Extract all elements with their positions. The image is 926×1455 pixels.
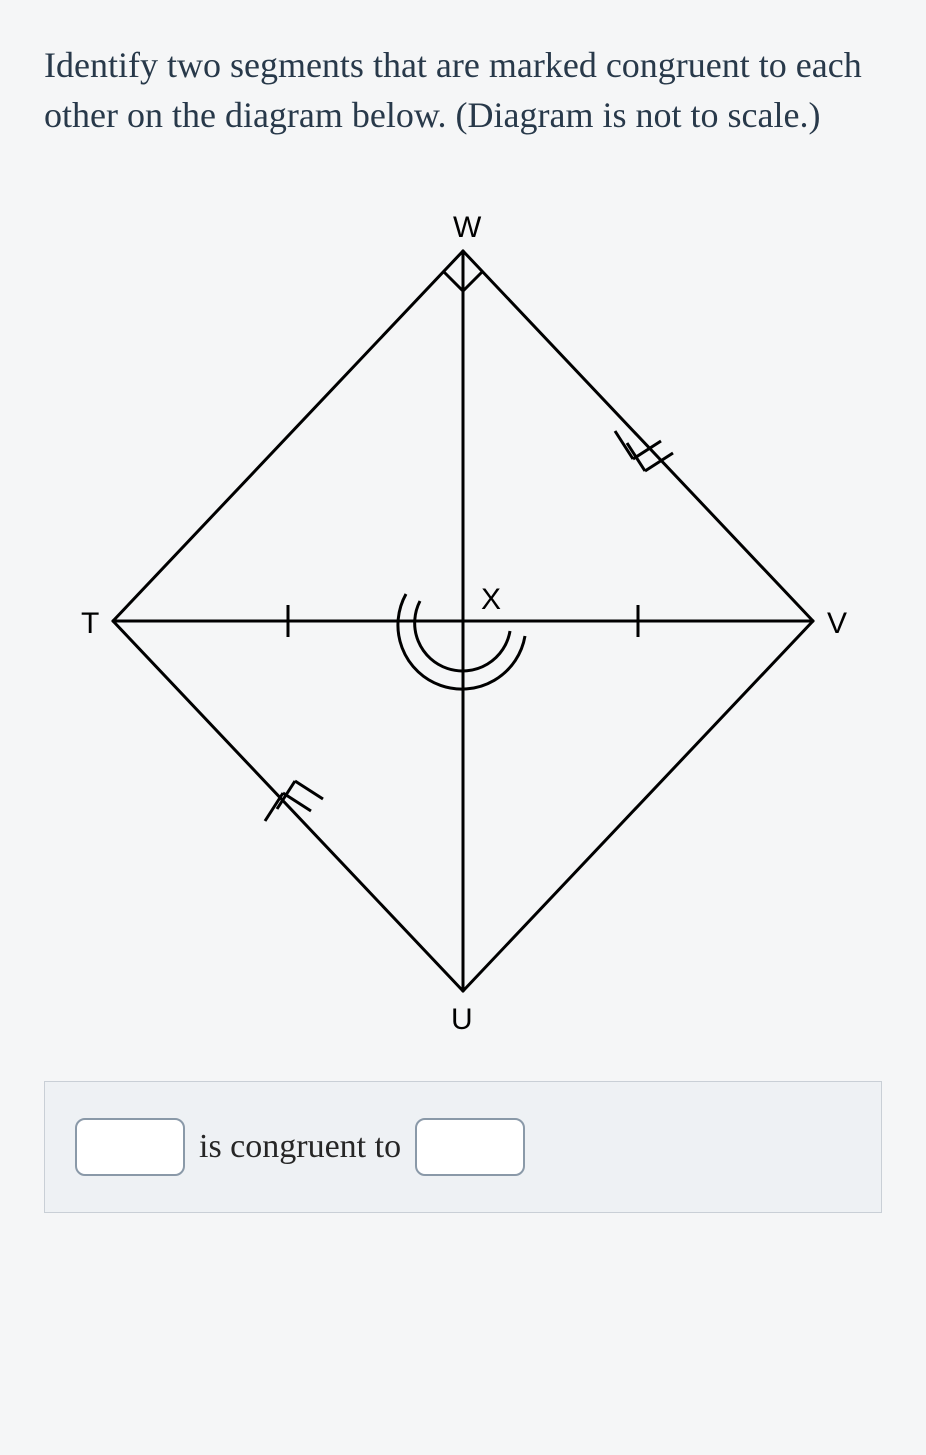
congruent-input-2[interactable] [415, 1118, 525, 1176]
diagram-container: W T V U X [44, 171, 882, 1081]
question-text: Identify two segments that are marked co… [44, 40, 882, 141]
label-w: W [453, 211, 482, 244]
parallel-arrows-tu [265, 781, 323, 821]
congruent-input-1[interactable] [75, 1118, 185, 1176]
label-t: T [81, 607, 99, 640]
geometry-diagram: W T V U X [63, 191, 863, 1041]
congruent-middle-text: is congruent to [199, 1128, 401, 1166]
label-u: U [451, 1003, 473, 1036]
answer-row: is congruent to [44, 1081, 882, 1213]
angle-arcs-x [398, 594, 525, 689]
label-v: V [827, 607, 847, 640]
label-x: X [481, 583, 501, 616]
